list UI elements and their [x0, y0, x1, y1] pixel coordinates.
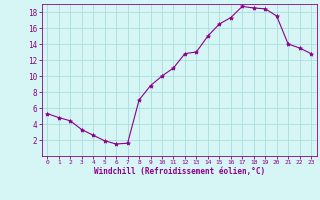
- X-axis label: Windchill (Refroidissement éolien,°C): Windchill (Refroidissement éolien,°C): [94, 167, 265, 176]
